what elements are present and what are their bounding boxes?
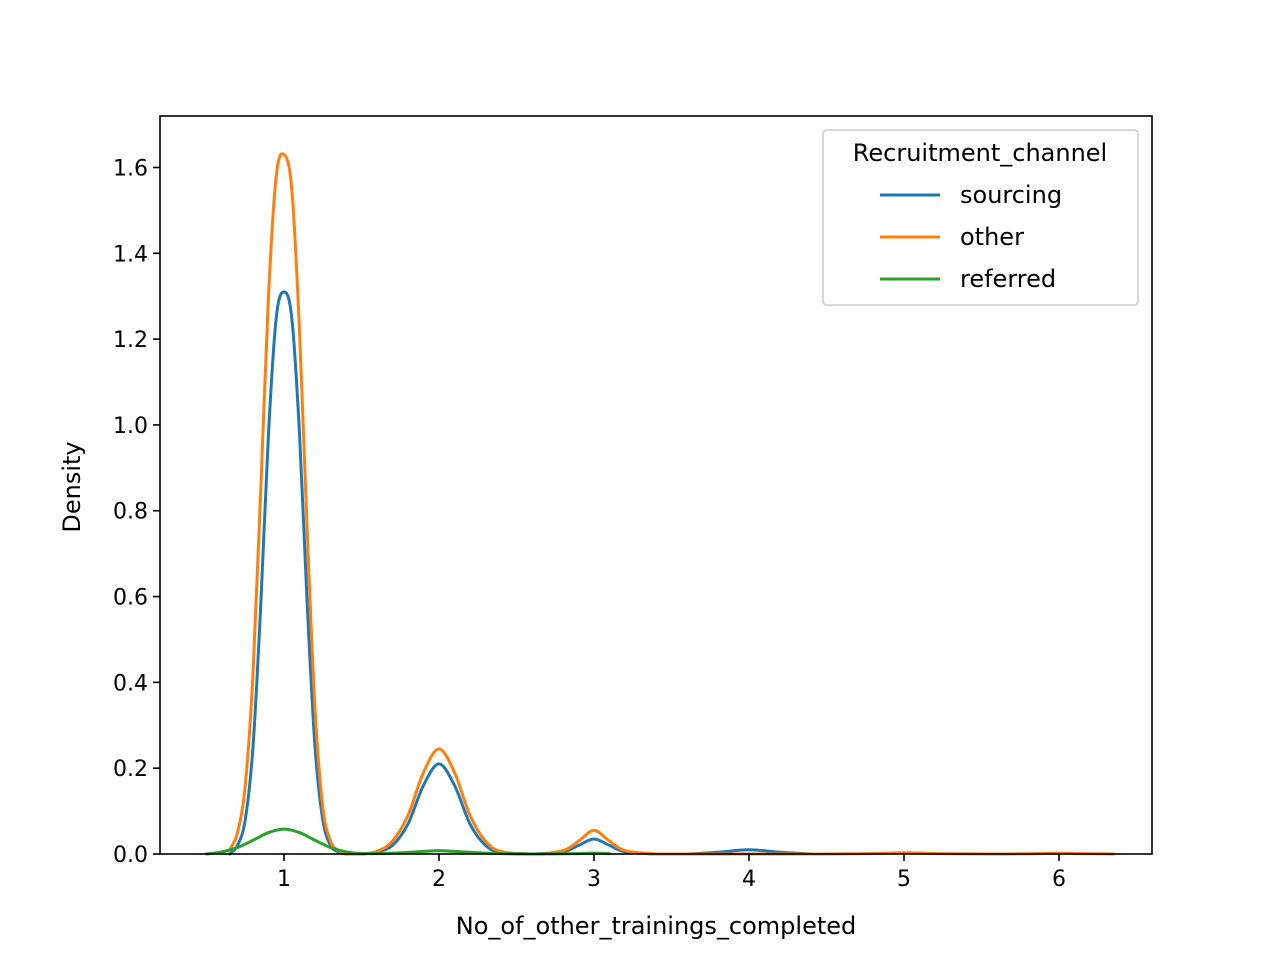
x-tick-label: 6 [1052, 867, 1066, 892]
legend-label-other: other [960, 223, 1024, 251]
x-tick-label: 5 [897, 867, 911, 892]
series-line-referred [205, 827, 611, 856]
legend-label-referred: referred [960, 265, 1056, 293]
legend-title: Recruitment_channel [853, 139, 1107, 167]
x-axis: 1 2 3 4 5 6 [277, 854, 1066, 892]
x-tick-label: 4 [742, 867, 756, 892]
y-axis-label: Density [58, 441, 86, 532]
y-tick-label: 0.6 [113, 586, 148, 611]
y-tick-label: 1.2 [113, 328, 148, 353]
y-tick-label: 0.4 [113, 671, 148, 696]
x-tick-label: 1 [277, 867, 291, 892]
plot-frame [159, 115, 1153, 855]
x-tick-label: 3 [587, 867, 601, 892]
y-tick-label: 1.0 [113, 414, 148, 439]
legend: Recruitment_channel sourcing other referre… [822, 129, 1139, 306]
x-tick-label: 2 [432, 867, 446, 892]
y-axis: 0.0 0.2 0.4 0.6 0.8 1.0 1.2 1.4 1.6 [113, 156, 160, 868]
series-line-sourcing [228, 290, 813, 856]
legend-entries: sourcing other referred [880, 181, 1062, 293]
legend-box [822, 129, 1139, 306]
y-tick-label: 0.2 [113, 757, 148, 782]
y-tick-label: 1.6 [113, 156, 148, 181]
legend-label-sourcing: sourcing [960, 181, 1062, 209]
y-tick-label: 0.0 [113, 843, 148, 868]
y-tick-label: 0.8 [113, 500, 148, 525]
y-tick-label: 1.4 [113, 242, 148, 267]
x-axis-label: No_of_other_trainings_completed [456, 912, 857, 940]
